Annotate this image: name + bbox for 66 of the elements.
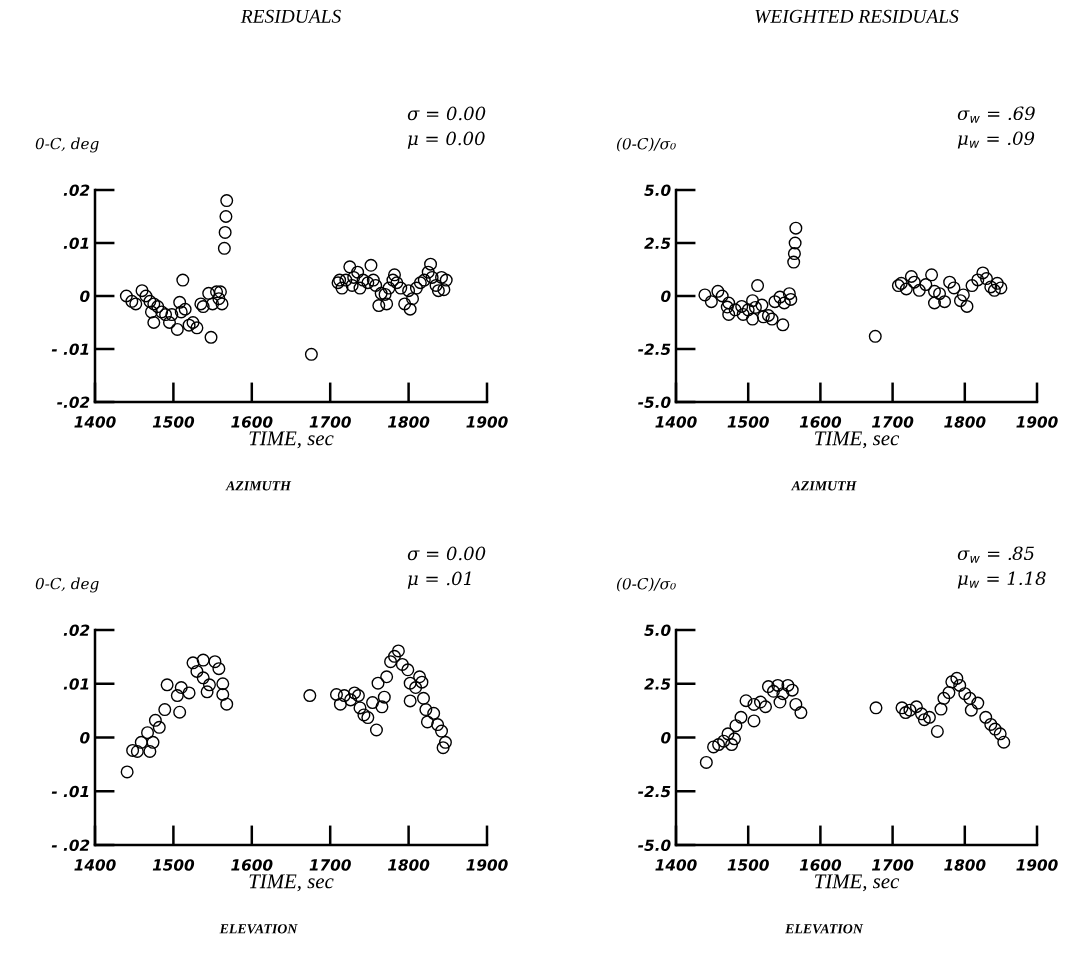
y-tick-label: 2.5 bbox=[644, 678, 671, 690]
x-tick-label: 1500 bbox=[152, 859, 195, 871]
x-tick-label: 1700 bbox=[872, 859, 914, 871]
x-tick-label: 1600 bbox=[799, 859, 842, 871]
text: AZIMUTH bbox=[225, 481, 292, 491]
y-tick-label: .02 bbox=[63, 624, 90, 637]
y-tick-label: - .02 bbox=[51, 839, 90, 852]
y-tick-label: 5.0 bbox=[644, 624, 671, 637]
y-tick-label: -5.0 bbox=[638, 839, 671, 852]
x-axis-title: TIME, sec bbox=[249, 431, 334, 449]
y-tick-label: 5.0 bbox=[644, 184, 671, 197]
y-tick-label: 0 bbox=[80, 290, 90, 303]
x-tick-label: 1700 bbox=[872, 416, 914, 428]
x-tick-label: 1500 bbox=[727, 859, 769, 871]
y-tick-label: -5.0 bbox=[638, 396, 671, 409]
text: ELEVATION bbox=[785, 924, 864, 934]
text: μ$_{w}$ = 1.18 bbox=[957, 571, 1046, 589]
text: σ$_{w}$ = .85 bbox=[957, 546, 1034, 563]
x-tick-label: 1900 bbox=[1016, 416, 1058, 428]
x-tick-label: 1400 bbox=[74, 416, 116, 428]
y-tick-label: .01 bbox=[63, 678, 89, 690]
x-axis-title: TIME, sec bbox=[249, 874, 334, 892]
x-tick-label: 1900 bbox=[1016, 859, 1058, 871]
y-tick-label: - .01 bbox=[51, 785, 89, 798]
y-tick-label: 0 bbox=[661, 290, 671, 303]
y-tick-label: .01 bbox=[63, 237, 89, 250]
x-tick-label: 1700 bbox=[309, 859, 351, 871]
y-tick-label: -2.5 bbox=[638, 343, 671, 356]
y-tick-label: - .01 bbox=[51, 343, 89, 356]
text: σ = 0.00 bbox=[407, 106, 486, 121]
y-tick-label: 0 bbox=[80, 731, 90, 744]
x-tick-label: 1800 bbox=[388, 859, 430, 871]
text: ELEVATION bbox=[219, 924, 298, 934]
x-tick-label: 1400 bbox=[655, 416, 697, 428]
x-tick-label: 1800 bbox=[944, 416, 986, 428]
chart-title: WEIGHTED RESIDUALS bbox=[755, 9, 959, 23]
x-tick-label: 1900 bbox=[466, 416, 508, 428]
x-tick-label: 1500 bbox=[152, 416, 195, 428]
y-axis-title: (0-C)/σ₀ bbox=[616, 137, 676, 152]
text: σ$_{w}$ = .69 bbox=[957, 106, 1035, 123]
x-tick-label: 1800 bbox=[944, 859, 986, 871]
text: μ$_{w}$ = .09 bbox=[957, 131, 1035, 149]
y-axis-title: 0-C, deg bbox=[35, 137, 99, 153]
x-tick-label: 1600 bbox=[231, 416, 273, 428]
x-axis-title: TIME, sec bbox=[815, 874, 900, 892]
text: σ = 0.00 bbox=[407, 546, 486, 561]
x-tick-label: 1500 bbox=[727, 416, 769, 428]
text: μ = 0.00 bbox=[407, 131, 485, 149]
x-tick-label: 1400 bbox=[74, 859, 116, 871]
y-tick-label: -2.5 bbox=[638, 785, 671, 798]
x-tick-label: 1800 bbox=[388, 416, 430, 428]
x-tick-label: 1900 bbox=[466, 859, 508, 871]
x-tick-label: 1700 bbox=[309, 416, 351, 428]
text: μ = .01 bbox=[407, 571, 471, 589]
y-tick-label: 0 bbox=[661, 731, 671, 744]
y-axis-title: 0-C, deg bbox=[35, 577, 99, 593]
chart-title: RESIDUALS bbox=[240, 9, 341, 23]
text: AZIMUTH bbox=[790, 481, 857, 491]
x-tick-label: 1400 bbox=[655, 859, 697, 871]
y-tick-label: 2.5 bbox=[644, 237, 671, 250]
x-tick-label: 1600 bbox=[799, 416, 842, 428]
x-tick-label: 1600 bbox=[231, 859, 273, 871]
x-axis-title: TIME, sec bbox=[815, 431, 900, 449]
y-tick-label: .02 bbox=[63, 184, 90, 197]
y-tick-label: -.02 bbox=[57, 396, 90, 409]
y-axis-title: (0-C)/σ₀ bbox=[616, 577, 676, 592]
